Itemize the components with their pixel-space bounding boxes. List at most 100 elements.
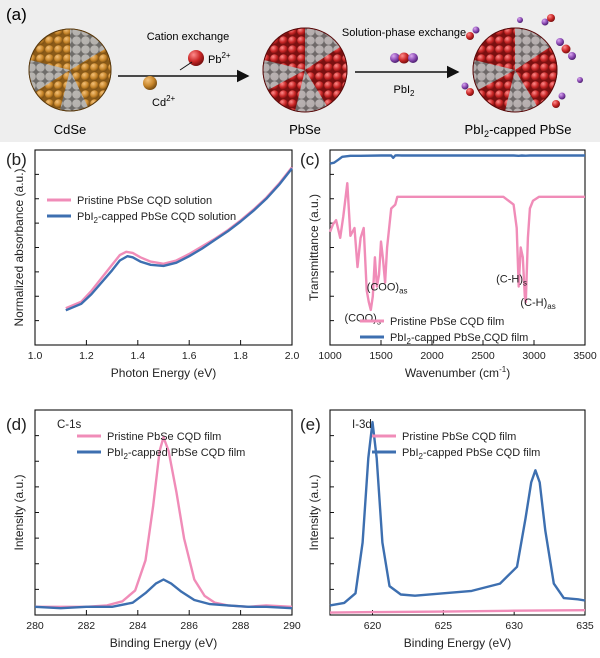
y-axis-label: Transmittance (a.u.) — [307, 194, 321, 301]
x-tick-label: 1000 — [318, 350, 342, 362]
legend-label-capped: PbI2-capped PbSe CQD film — [107, 447, 245, 461]
peak-annotation-part: as — [547, 302, 555, 311]
y-axis-label: Intensity (a.u.) — [307, 474, 321, 550]
panel-label-a: (a) — [6, 5, 27, 24]
x-tick-label: 620 — [364, 620, 382, 632]
cd-ion-charge: 2+ — [166, 94, 175, 103]
legend-label-capped-part: -capped PbSe CQD film — [423, 447, 540, 459]
x-tick-label: 625 — [435, 620, 453, 632]
chart-panel-0: (b) 1.0 1.2 1.4 1.6 1.8 2.0 Photon Energy (eV) N… — [6, 149, 300, 380]
chart-panel-3: (e) 620 625 630 635 Binding Energy (eV) Intens… — [300, 409, 594, 650]
legend-label-pristine-part: Pristine PbSe CQD film — [402, 431, 516, 443]
x-tick-label: 2500 — [471, 350, 495, 362]
pb-ion-charge: 2+ — [221, 51, 230, 60]
series-line-pristine — [65, 166, 293, 310]
legend-label-pristine-part: Pristine PbSe CQD solution — [77, 195, 212, 207]
cd-ion-text: Cd — [152, 97, 166, 109]
x-tick-label: 1500 — [369, 350, 393, 362]
legend-label-capped-part: PbI — [77, 211, 94, 223]
chart-title: C-1s — [57, 419, 82, 431]
series-line-pristine — [35, 436, 293, 608]
x-axis-label: Binding Energy (eV) — [110, 636, 217, 650]
legend-label-capped-part: 2 — [407, 337, 412, 346]
pbi2-capped-dot — [461, 14, 583, 113]
series-line-capped — [329, 154, 585, 165]
peak-annotation-part: (COO) — [344, 313, 376, 325]
charts-layer: (b) 1.0 1.2 1.4 1.6 1.8 2.0 Photon Energy (eV) N… — [6, 149, 597, 650]
x-tick-label: 282 — [78, 620, 96, 632]
x-tick-label: 1.0 — [28, 350, 43, 362]
x-tick-label: 284 — [129, 620, 147, 632]
y-axis-label: Intensity (a.u.) — [12, 474, 26, 550]
y-axis-label: Normalized absorbance (a.u.) — [12, 168, 26, 326]
series-line-capped — [34, 578, 293, 610]
panel-label: (c) — [300, 150, 320, 169]
peak-annotation-part: s — [523, 279, 527, 288]
name-capped: PbI2-capped PbSe — [465, 122, 572, 139]
series-line-capped — [329, 420, 586, 607]
pbse-dot — [262, 27, 348, 113]
x-tick-label: 2.0 — [285, 350, 300, 362]
legend-label-pristine: Pristine PbSe CQD film — [390, 316, 504, 328]
legend-label-pristine: Pristine PbSe CQD solution — [77, 195, 212, 207]
legend-label-capped-part: PbI — [390, 332, 407, 344]
x-tick-label: 290 — [283, 620, 301, 632]
name-capped-a: PbI — [465, 122, 485, 137]
peak-annotation-part: as — [399, 286, 407, 295]
x-tick-label: 630 — [505, 620, 523, 632]
chart-panel-1: (c) 1000 1500 2000 2500 3000 3500 Wavenumber (c… — [300, 149, 597, 380]
legend-label-pristine-part: Pristine PbSe CQD film — [390, 316, 504, 328]
legend-label-pristine: Pristine PbSe CQD film — [402, 431, 516, 443]
legend-label-capped-part: -capped PbSe CQD film — [128, 447, 245, 459]
step2-label: Solution-phase exchange — [342, 27, 466, 39]
x-tick-label: 1.2 — [79, 350, 94, 362]
name-pbse: PbSe — [289, 122, 321, 137]
legend-label-pristine-part: Pristine PbSe CQD film — [107, 431, 221, 443]
reagent-text: PbI — [394, 84, 411, 96]
x-tick-label: 1.8 — [233, 350, 248, 362]
name-capped-sub: 2 — [484, 129, 489, 139]
x-axis-label: Wavenumber (cm-1) — [405, 365, 510, 380]
panel-label: (e) — [300, 415, 321, 434]
series-line-pristine — [329, 609, 586, 614]
name-capped-b: -capped PbSe — [489, 122, 571, 137]
x-tick-label: 1.4 — [130, 350, 145, 362]
panel-label: (d) — [6, 415, 27, 434]
x-axis-label-part: -1 — [499, 365, 507, 374]
pbi2-molecule — [390, 52, 418, 64]
legend-label-capped-part: PbI — [107, 447, 124, 459]
name-cdse: CdSe — [54, 122, 87, 137]
series-line-capped — [65, 167, 293, 312]
legend-label-capped-part: 2 — [124, 452, 129, 461]
legend-label-capped-part: 2 — [419, 452, 424, 461]
x-axis-label-part: Wavenumber (cm — [405, 366, 499, 380]
x-tick-label: 1.6 — [182, 350, 197, 362]
plot-frame — [34, 149, 293, 346]
cdse-dot — [28, 28, 112, 112]
chart-panel-2: (d) 280 282 284 286 288 290 Binding Energy (eV)… — [6, 409, 301, 650]
x-tick-label: 280 — [26, 620, 44, 632]
legend-label-capped: PbI2-capped PbSe CQD solution — [77, 211, 236, 225]
cd-ion-label: Cd2+ — [152, 94, 176, 109]
legend-label-capped: PbI2-capped PbSe CQD film — [402, 447, 540, 461]
peak-annotation: (COO)as — [367, 281, 408, 295]
peak-annotation: (C-H)as — [520, 297, 555, 311]
peak-annotation-part: (COO) — [367, 281, 399, 293]
x-tick-label: 288 — [232, 620, 250, 632]
x-tick-label: 2000 — [420, 350, 444, 362]
legend-label-capped-part: -capped PbSe CQD film — [411, 332, 528, 344]
step1-label: Cation exchange — [147, 31, 230, 43]
x-tick-label: 635 — [576, 620, 594, 632]
pb-ion-label: Pb2+ — [208, 51, 231, 66]
x-axis-label-part: ) — [506, 366, 510, 380]
peak-annotation-part: (C-H) — [496, 274, 523, 286]
x-axis-label: Binding Energy (eV) — [404, 636, 511, 650]
x-axis-label: Photon Energy (eV) — [111, 366, 216, 380]
pb-ion-text: Pb — [208, 54, 221, 66]
legend-label-capped: PbI2-capped PbSe CQD film — [390, 332, 528, 346]
pb-ion-arrow — [179, 61, 193, 71]
x-tick-label: 3500 — [573, 350, 597, 362]
chart-title: I-3d — [352, 419, 372, 431]
scheme-panel: (a) Cation exchange Pb2+ Cd2+ Solution-p… — [0, 0, 600, 142]
legend-label-capped-part: PbI — [402, 447, 419, 459]
